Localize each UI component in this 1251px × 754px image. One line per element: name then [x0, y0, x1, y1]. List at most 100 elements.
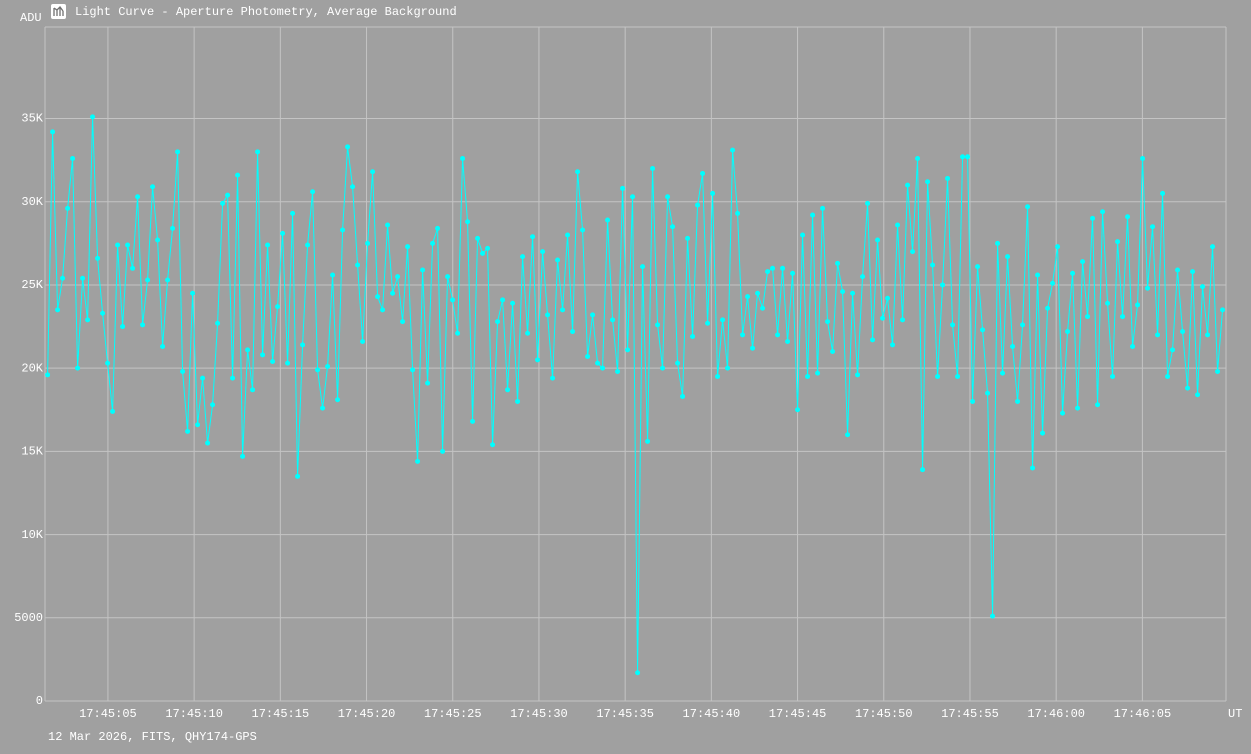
data-point: [760, 305, 766, 311]
data-point: [115, 242, 121, 248]
data-point: [195, 422, 201, 428]
data-point: [500, 297, 506, 303]
data-point: [650, 165, 656, 171]
data-point: [510, 300, 516, 306]
data-point: [890, 342, 896, 348]
data-point: [240, 453, 246, 459]
data-point: [975, 264, 981, 270]
data-point: [1040, 430, 1046, 436]
y-tick-label: 10K: [21, 528, 43, 542]
data-point: [560, 307, 566, 313]
data-point: [770, 265, 776, 271]
data-point: [495, 319, 501, 325]
data-point: [830, 349, 836, 355]
data-point: [870, 337, 876, 343]
data-point: [660, 365, 666, 371]
data-line: [47, 116, 1224, 673]
data-point: [1190, 269, 1196, 275]
data-point: [75, 365, 81, 371]
data-point: [80, 275, 86, 281]
data-point: [440, 448, 446, 454]
data-point: [300, 342, 306, 348]
data-point: [655, 322, 661, 328]
data-point: [355, 262, 361, 268]
data-point: [1010, 344, 1016, 350]
data-point: [120, 324, 126, 330]
data-point: [1050, 280, 1056, 286]
data-point: [290, 210, 296, 216]
x-tick-label: 17:45:40: [683, 707, 741, 721]
data-point: [725, 365, 731, 371]
data-point: [100, 310, 106, 316]
data-point: [220, 200, 226, 206]
data-point: [1105, 300, 1111, 306]
data-point: [455, 330, 461, 336]
data-point: [60, 275, 66, 281]
x-tick-label: 17:45:15: [252, 707, 310, 721]
data-point: [395, 274, 401, 280]
data-point: [610, 317, 616, 323]
data-point: [370, 169, 376, 175]
data-point: [315, 367, 321, 373]
data-point: [1155, 332, 1161, 338]
data-point: [1025, 204, 1031, 210]
data-point: [1015, 398, 1021, 404]
data-point: [555, 257, 561, 263]
data-point: [600, 365, 606, 371]
data-point: [640, 264, 646, 270]
data-point: [260, 352, 266, 358]
data-point: [700, 170, 706, 176]
data-point: [1020, 322, 1026, 328]
data-point: [435, 225, 441, 231]
data-point: [575, 169, 581, 175]
data-point: [285, 360, 291, 366]
data-point: [1125, 214, 1131, 220]
data-point: [405, 244, 411, 250]
data-point: [670, 224, 676, 230]
data-point: [1030, 465, 1036, 471]
data-point: [620, 185, 626, 191]
data-point: [465, 219, 471, 225]
data-point: [1070, 270, 1076, 276]
chart-title: Light Curve - Aperture Photometry, Avera…: [75, 5, 457, 19]
data-point: [615, 368, 621, 374]
y-tick-label: 35K: [21, 112, 43, 126]
data-point: [675, 360, 681, 366]
data-point: [915, 155, 921, 161]
data-point: [695, 202, 701, 208]
data-point: [825, 319, 831, 325]
data-point: [705, 320, 711, 326]
data-point: [375, 294, 381, 300]
y-tick-label: 5000: [14, 611, 43, 625]
data-point: [990, 613, 996, 619]
data-point: [845, 432, 851, 438]
data-point: [215, 320, 221, 326]
data-point: [525, 330, 531, 336]
data-point: [1100, 209, 1106, 215]
data-point: [1200, 284, 1206, 290]
data-point: [335, 397, 341, 403]
data-point: [930, 262, 936, 268]
data-point: [900, 317, 906, 323]
data-point: [755, 290, 761, 296]
data-point: [175, 149, 181, 155]
data-point: [595, 360, 601, 366]
data-point: [810, 212, 816, 218]
data-point: [235, 172, 241, 178]
data-point: [310, 189, 316, 195]
data-point: [1055, 244, 1061, 250]
data-point: [1160, 190, 1166, 196]
data-point: [205, 440, 211, 446]
data-point: [505, 387, 511, 393]
data-point: [325, 363, 331, 369]
data-point: [790, 270, 796, 276]
data-point: [820, 205, 826, 211]
data-point: [390, 290, 396, 296]
data-point: [785, 339, 791, 345]
data-point: [750, 345, 756, 351]
data-point: [920, 467, 926, 473]
data-point: [170, 225, 176, 231]
data-point: [625, 347, 631, 353]
y-tick-label: 20K: [21, 361, 43, 375]
y-axis-label: ADU: [20, 11, 42, 25]
